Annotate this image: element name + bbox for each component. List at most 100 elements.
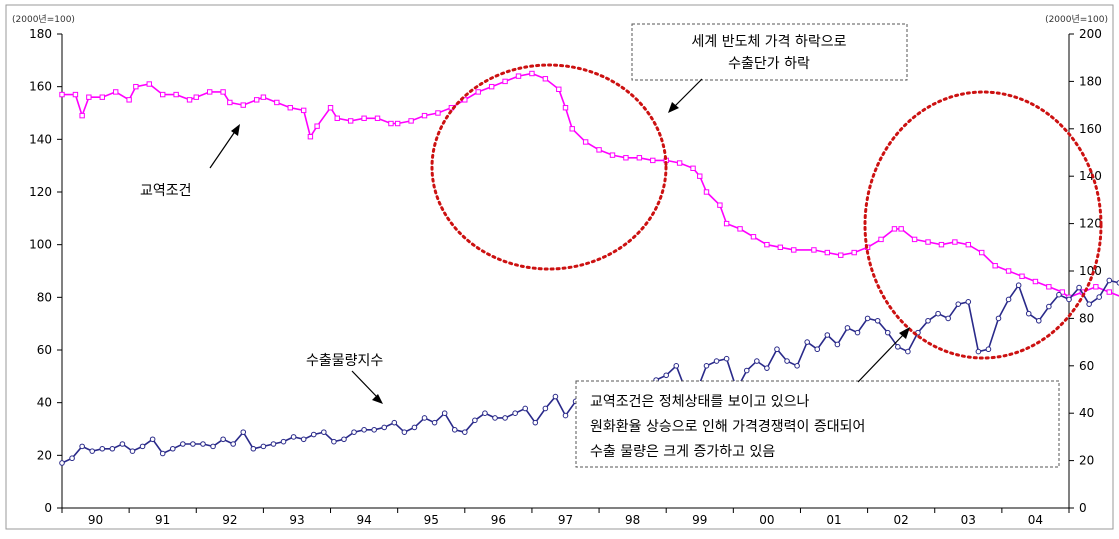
- data-point: [905, 348, 911, 355]
- data-point: [482, 410, 488, 417]
- data-point: [596, 147, 602, 153]
- data-point: [952, 239, 958, 245]
- x-tick-label: 00: [759, 513, 774, 527]
- x-tick-label: 92: [222, 513, 237, 527]
- x-axis-ticks: 90 91 92 93 94 95 96 97 98 99 00 01 02 03 04: [61, 508, 1070, 527]
- data-point: [1032, 278, 1039, 285]
- data-point: [462, 429, 468, 435]
- data-point: [723, 355, 730, 362]
- data-point: [838, 252, 844, 258]
- data-point: [240, 429, 247, 435]
- data-point: [891, 226, 898, 232]
- right-tick-label: 200: [1079, 27, 1102, 41]
- data-point: [129, 448, 136, 454]
- data-point: [250, 445, 257, 452]
- data-point: [321, 429, 327, 435]
- data-point: [935, 310, 941, 317]
- data-point: [673, 363, 680, 369]
- right-tick-label: 80: [1079, 311, 1094, 325]
- x-tick-label: 97: [558, 513, 573, 527]
- data-point: [895, 344, 901, 350]
- x-tick-label: 94: [356, 513, 371, 527]
- data-point: [1035, 317, 1042, 324]
- data-point: [1093, 284, 1099, 290]
- data-point: [911, 236, 918, 243]
- data-point: [347, 118, 354, 124]
- data-point: [388, 120, 394, 127]
- data-point: [220, 89, 226, 95]
- data-point: [260, 443, 267, 450]
- data-point: [1066, 296, 1072, 303]
- data-point: [401, 429, 408, 435]
- data-point: [1106, 277, 1113, 284]
- data-point: [408, 118, 414, 124]
- data-point: [421, 112, 428, 119]
- right-tick-label: 20: [1079, 454, 1094, 468]
- annotation-2-line-3: 수출 물량은 크게 증가하고 있음: [590, 444, 775, 460]
- data-point: [764, 241, 770, 248]
- data-point: [723, 220, 730, 227]
- x-tick-label: 90: [88, 513, 103, 527]
- data-point: [180, 441, 186, 447]
- data-point: [824, 249, 831, 256]
- data-point: [86, 94, 92, 100]
- data-point: [488, 83, 495, 90]
- x-tick-label: 02: [894, 513, 909, 527]
- data-point: [290, 434, 297, 440]
- data-point: [532, 419, 539, 426]
- data-point: [109, 445, 116, 452]
- left-tick-label: 40: [37, 396, 52, 410]
- right-tick-label: 60: [1079, 359, 1094, 373]
- data-point: [703, 189, 710, 195]
- data-point: [717, 202, 723, 208]
- data-point: [69, 455, 75, 462]
- data-point: [515, 73, 522, 79]
- series-label-terms-of-trade: 교역조건: [140, 183, 192, 199]
- data-point: [562, 105, 569, 111]
- data-point: [287, 105, 293, 111]
- data-point: [331, 438, 337, 445]
- left-tick-label: 60: [37, 343, 52, 357]
- data-point: [1015, 282, 1022, 289]
- data-point: [791, 247, 797, 253]
- right-unit-label: (2000년=100): [1045, 14, 1108, 25]
- annotation-box-export-volume: [575, 380, 1060, 468]
- arrow-semiconductor-note: [668, 78, 703, 113]
- data-point: [582, 139, 589, 145]
- data-point: [133, 83, 139, 90]
- data-point: [874, 317, 881, 324]
- data-point: [975, 348, 982, 355]
- data-point: [72, 91, 79, 98]
- data-point: [139, 443, 146, 450]
- data-point: [210, 443, 216, 450]
- x-tick-label: 96: [491, 513, 506, 527]
- data-point: [310, 431, 317, 438]
- data-point: [186, 97, 193, 103]
- data-point: [764, 365, 770, 371]
- data-point: [512, 410, 518, 417]
- data-point: [300, 436, 307, 443]
- data-point: [169, 445, 176, 452]
- data-point: [878, 236, 884, 243]
- data-point: [307, 134, 314, 140]
- x-tick-label: 98: [625, 513, 640, 527]
- data-point: [411, 424, 418, 431]
- data-point: [636, 155, 643, 161]
- highlight-ellipse-export-volume: [863, 90, 1103, 360]
- data-point: [804, 339, 810, 345]
- data-point: [126, 97, 132, 103]
- highlight-ellipse-semiconductor: [430, 63, 668, 271]
- data-point: [371, 426, 377, 433]
- data-point: [609, 152, 616, 158]
- data-point: [784, 358, 790, 364]
- x-tick-label: 93: [289, 513, 304, 527]
- data-point: [441, 410, 448, 417]
- data-point: [1046, 303, 1052, 310]
- left-tick-label: 0: [44, 501, 52, 515]
- data-point: [270, 441, 277, 447]
- data-point: [898, 226, 904, 232]
- data-point: [374, 115, 381, 121]
- data-point: [220, 436, 226, 443]
- data-point: [844, 325, 851, 331]
- data-point: [938, 241, 945, 248]
